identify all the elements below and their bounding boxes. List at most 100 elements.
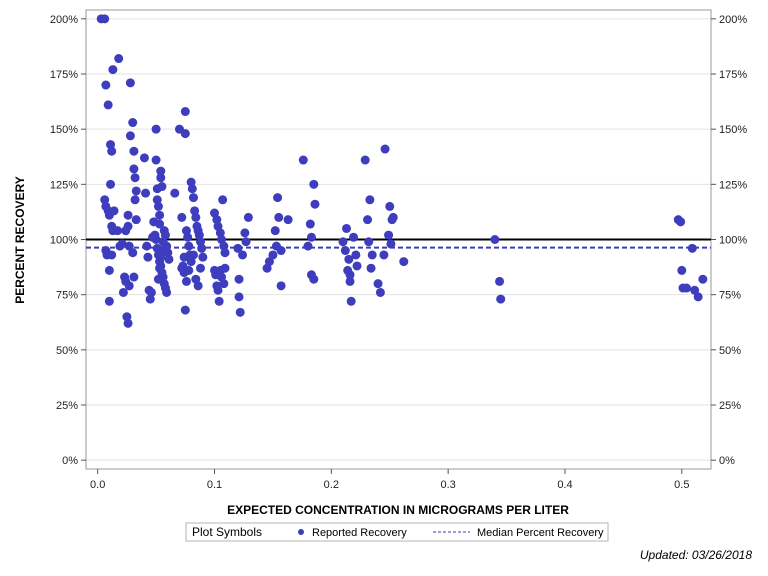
data-point xyxy=(345,276,355,286)
data-point xyxy=(164,254,174,264)
data-point xyxy=(338,237,348,247)
data-point xyxy=(145,294,155,304)
data-point xyxy=(346,296,356,306)
data-point xyxy=(188,250,198,260)
data-point xyxy=(100,195,110,205)
data-point xyxy=(306,232,316,242)
data-point xyxy=(177,212,187,222)
data-point xyxy=(214,296,224,306)
data-point xyxy=(184,265,194,275)
data-point xyxy=(191,212,201,222)
data-point xyxy=(142,241,152,251)
y-axis-left: 0% 25% 50% 75% 100% 125% 150% 175% 200% xyxy=(50,14,86,467)
data-point xyxy=(234,292,244,302)
data-point xyxy=(125,78,135,88)
y-axis-title: PERCENT RECOVERY xyxy=(13,176,27,304)
data-point xyxy=(219,241,229,251)
data-point xyxy=(219,279,229,289)
data-point xyxy=(198,252,208,262)
x-tick-label: 0.3 xyxy=(441,479,456,491)
data-point xyxy=(367,250,377,260)
legend-label-reported-recovery: Reported Recovery xyxy=(312,527,407,539)
data-point xyxy=(194,230,204,240)
data-point xyxy=(157,182,167,192)
x-axis: 0.0 0.1 0.2 0.3 0.4 0.5 xyxy=(90,469,689,491)
y-tick-label-left: 0% xyxy=(62,455,78,467)
data-point xyxy=(180,305,190,315)
data-point xyxy=(123,221,133,231)
data-point xyxy=(181,226,191,236)
data-point xyxy=(340,246,350,256)
data-point xyxy=(495,276,505,286)
data-point xyxy=(220,248,230,258)
data-point xyxy=(131,215,141,225)
data-point xyxy=(375,287,385,297)
data-point xyxy=(215,228,225,238)
y-tick-label-right: 100% xyxy=(719,235,747,247)
data-point xyxy=(241,237,251,247)
data-point xyxy=(363,215,373,225)
y-tick-label-right: 150% xyxy=(719,124,747,136)
data-points xyxy=(96,14,708,328)
data-point xyxy=(240,228,250,238)
data-point xyxy=(342,223,352,233)
data-point xyxy=(128,118,138,128)
legend-label-median-percent-recovery: Median Percent Recovery xyxy=(477,527,604,539)
data-point xyxy=(344,254,354,264)
data-point xyxy=(129,146,139,156)
data-point xyxy=(162,287,172,297)
data-point xyxy=(155,219,165,229)
data-point xyxy=(181,276,191,286)
data-point xyxy=(298,155,308,165)
x-tick-label: 0.0 xyxy=(90,479,105,491)
data-point xyxy=(305,219,315,229)
data-point xyxy=(141,188,151,198)
data-point xyxy=(100,14,110,24)
data-point xyxy=(360,155,370,165)
data-point xyxy=(366,263,376,273)
data-point xyxy=(108,65,118,75)
x-tick-label: 0.4 xyxy=(557,479,572,491)
data-point xyxy=(268,250,278,260)
data-point xyxy=(130,195,140,205)
data-point xyxy=(238,250,248,260)
data-point xyxy=(123,210,133,220)
data-point xyxy=(490,235,500,244)
data-point xyxy=(234,274,244,284)
legend-title: Plot Symbols xyxy=(192,525,262,539)
data-point xyxy=(364,237,374,247)
data-point xyxy=(151,124,161,134)
data-point xyxy=(351,250,361,260)
data-point xyxy=(184,241,194,251)
data-point xyxy=(143,252,153,262)
data-point xyxy=(123,318,133,328)
data-point xyxy=(129,164,139,174)
data-point xyxy=(352,261,362,271)
y-tick-label-left: 75% xyxy=(56,290,78,302)
data-point xyxy=(276,281,286,291)
data-point xyxy=(385,201,395,211)
data-point xyxy=(187,184,197,194)
data-point xyxy=(156,173,166,183)
data-point xyxy=(681,283,691,293)
y-tick-label-right: 50% xyxy=(719,345,741,357)
data-point xyxy=(155,210,165,220)
y-tick-label-left: 200% xyxy=(50,14,78,26)
y-axis-right: 0% 25% 50% 75% 100% 125% 150% 175% 200% xyxy=(711,14,747,467)
y-tick-label-right: 125% xyxy=(719,179,747,191)
data-point xyxy=(365,195,375,205)
y-tick-label-right: 200% xyxy=(719,14,747,26)
data-point xyxy=(496,294,506,304)
data-point xyxy=(101,201,111,211)
data-point xyxy=(193,281,203,291)
data-point xyxy=(131,186,141,196)
data-point xyxy=(243,212,253,222)
data-point xyxy=(160,230,170,240)
data-point xyxy=(106,179,116,189)
data-point xyxy=(155,263,165,273)
data-point xyxy=(152,195,162,205)
data-point xyxy=(373,279,383,289)
data-point xyxy=(310,199,320,209)
legend-box xyxy=(185,522,609,542)
